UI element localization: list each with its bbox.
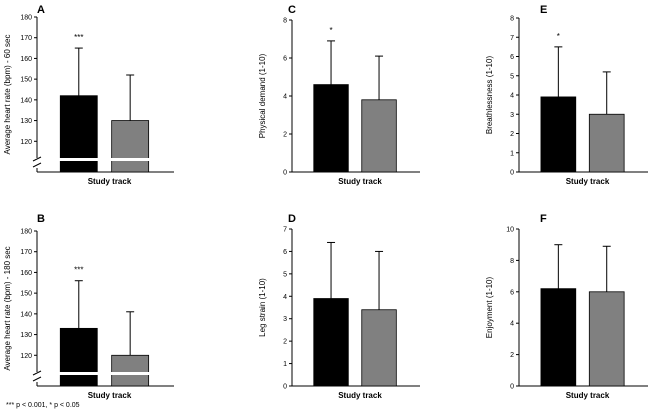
y-tick-label: 140: [20, 97, 32, 104]
significance-marker: *: [329, 26, 332, 35]
bar: [588, 113, 625, 173]
panel-f: F 0 2 4 6 8 10 Enjoyment (1-10) Study track: [485, 213, 648, 400]
y-tick-label: 180: [20, 229, 32, 236]
y-tick-label: 150: [20, 77, 32, 84]
panel-b: B 120 130 140 150 160 170 180 Average heart rate…: [3, 213, 174, 400]
y-axis-label: Leg strain (1-10): [258, 278, 267, 337]
y-tick-label: 140: [20, 311, 32, 318]
x-axis-label: Study track: [566, 177, 610, 186]
y-axis-label: Average heart rate (bpm) - 60 sec: [3, 35, 12, 155]
bar: [313, 84, 349, 173]
y-axis-label: Physical demand (1-10): [258, 53, 267, 138]
y-tick-label: 0: [283, 170, 287, 177]
significance-marker: ***: [74, 266, 83, 275]
y-tick-label: 6: [510, 289, 514, 296]
y-tick-label: 6: [283, 56, 287, 63]
bar-break-gap: [110, 158, 150, 161]
panel-letter: B: [37, 213, 45, 225]
y-tick-label: 4: [283, 294, 287, 301]
x-axis-label: Study track: [338, 177, 382, 186]
panel-letter: A: [37, 4, 45, 16]
y-tick-label: 2: [510, 352, 514, 359]
x-axis-label: Study track: [88, 177, 132, 186]
y-tick-label: 5: [283, 271, 287, 278]
bar: [540, 96, 577, 173]
y-tick-label: 170: [20, 35, 32, 42]
bar-break-gap: [59, 158, 99, 161]
y-tick-label: 120: [20, 139, 32, 146]
panel-a: A 120 130 140 150 160 170 180 Average heart rate…: [3, 4, 174, 186]
y-tick-label: 2: [283, 132, 287, 139]
axis-break-mark: [32, 156, 42, 162]
x-axis-label: Study track: [566, 391, 610, 400]
y-tick-label: 120: [20, 353, 32, 360]
bar-break-gap: [110, 372, 150, 375]
y-tick-label: 7: [283, 227, 287, 234]
y-tick-label: 4: [510, 93, 514, 100]
bar: [111, 354, 150, 387]
bar: [313, 298, 349, 387]
x-axis-label: Study track: [88, 391, 132, 400]
y-tick-label: 180: [20, 15, 32, 22]
panel-letter: C: [288, 4, 296, 16]
y-tick-label: 160: [20, 56, 32, 63]
y-tick-label: 3: [283, 316, 287, 323]
panel-d: D 0 1 2 3 4 5 6 7 Leg strain (1-10) Study track: [258, 213, 420, 400]
y-tick-label: 5: [510, 73, 514, 80]
panel-letter: D: [288, 213, 296, 225]
y-tick-label: 4: [283, 94, 287, 101]
bar: [361, 309, 397, 387]
panel-e: E 0 1 2 3 4 5 6 7 8 Breathlessness (1-10) Study tra…: [485, 4, 648, 186]
y-tick-label: 130: [20, 118, 32, 125]
bar: [111, 120, 150, 173]
bar: [540, 288, 577, 387]
y-tick-label: 4: [510, 321, 514, 328]
y-axis-label: Breathlessness (1-10): [485, 56, 494, 135]
y-tick-label: 150: [20, 291, 32, 298]
y-tick-label: 8: [510, 258, 514, 265]
bar-break-gap: [59, 372, 99, 375]
y-tick-label: 130: [20, 332, 32, 339]
bar: [361, 99, 397, 173]
y-tick-label: 2: [283, 339, 287, 346]
y-tick-label: 6: [283, 249, 287, 256]
y-tick-label: 0: [510, 384, 514, 391]
y-tick-label: 0: [283, 384, 287, 391]
y-tick-label: 6: [510, 54, 514, 61]
significance-footnote: *** p < 0.001, * p < 0.05: [6, 402, 80, 409]
axis-break-mark: [32, 162, 42, 168]
axis-break-mark: [32, 370, 42, 376]
y-axis-label: Enjoyment (1-10): [485, 276, 494, 338]
y-tick-label: 8: [510, 16, 514, 23]
panel-letter: E: [540, 4, 547, 16]
y-tick-label: 10: [506, 227, 514, 234]
y-tick-label: 170: [20, 249, 32, 256]
significance-marker: ***: [74, 33, 83, 42]
bar: [59, 327, 98, 387]
y-tick-label: 0: [510, 170, 514, 177]
panel-letter: F: [540, 213, 547, 225]
y-tick-label: 7: [510, 35, 514, 42]
y-tick-label: 1: [283, 361, 287, 368]
axis-break-mark: [32, 376, 42, 382]
bar: [588, 291, 625, 387]
y-axis-label: Average heart rate (bpm) - 180 sec: [3, 246, 12, 370]
panel-c: C 0 2 4 6 8 Physical demand (1-10) Study track *: [258, 4, 420, 186]
y-tick-label: 2: [510, 131, 514, 138]
y-tick-label: 3: [510, 112, 514, 119]
y-tick-label: 1: [510, 150, 514, 157]
significance-marker: *: [557, 32, 560, 41]
y-tick-label: 8: [283, 18, 287, 25]
y-tick-label: 160: [20, 270, 32, 277]
x-axis-label: Study track: [338, 391, 382, 400]
